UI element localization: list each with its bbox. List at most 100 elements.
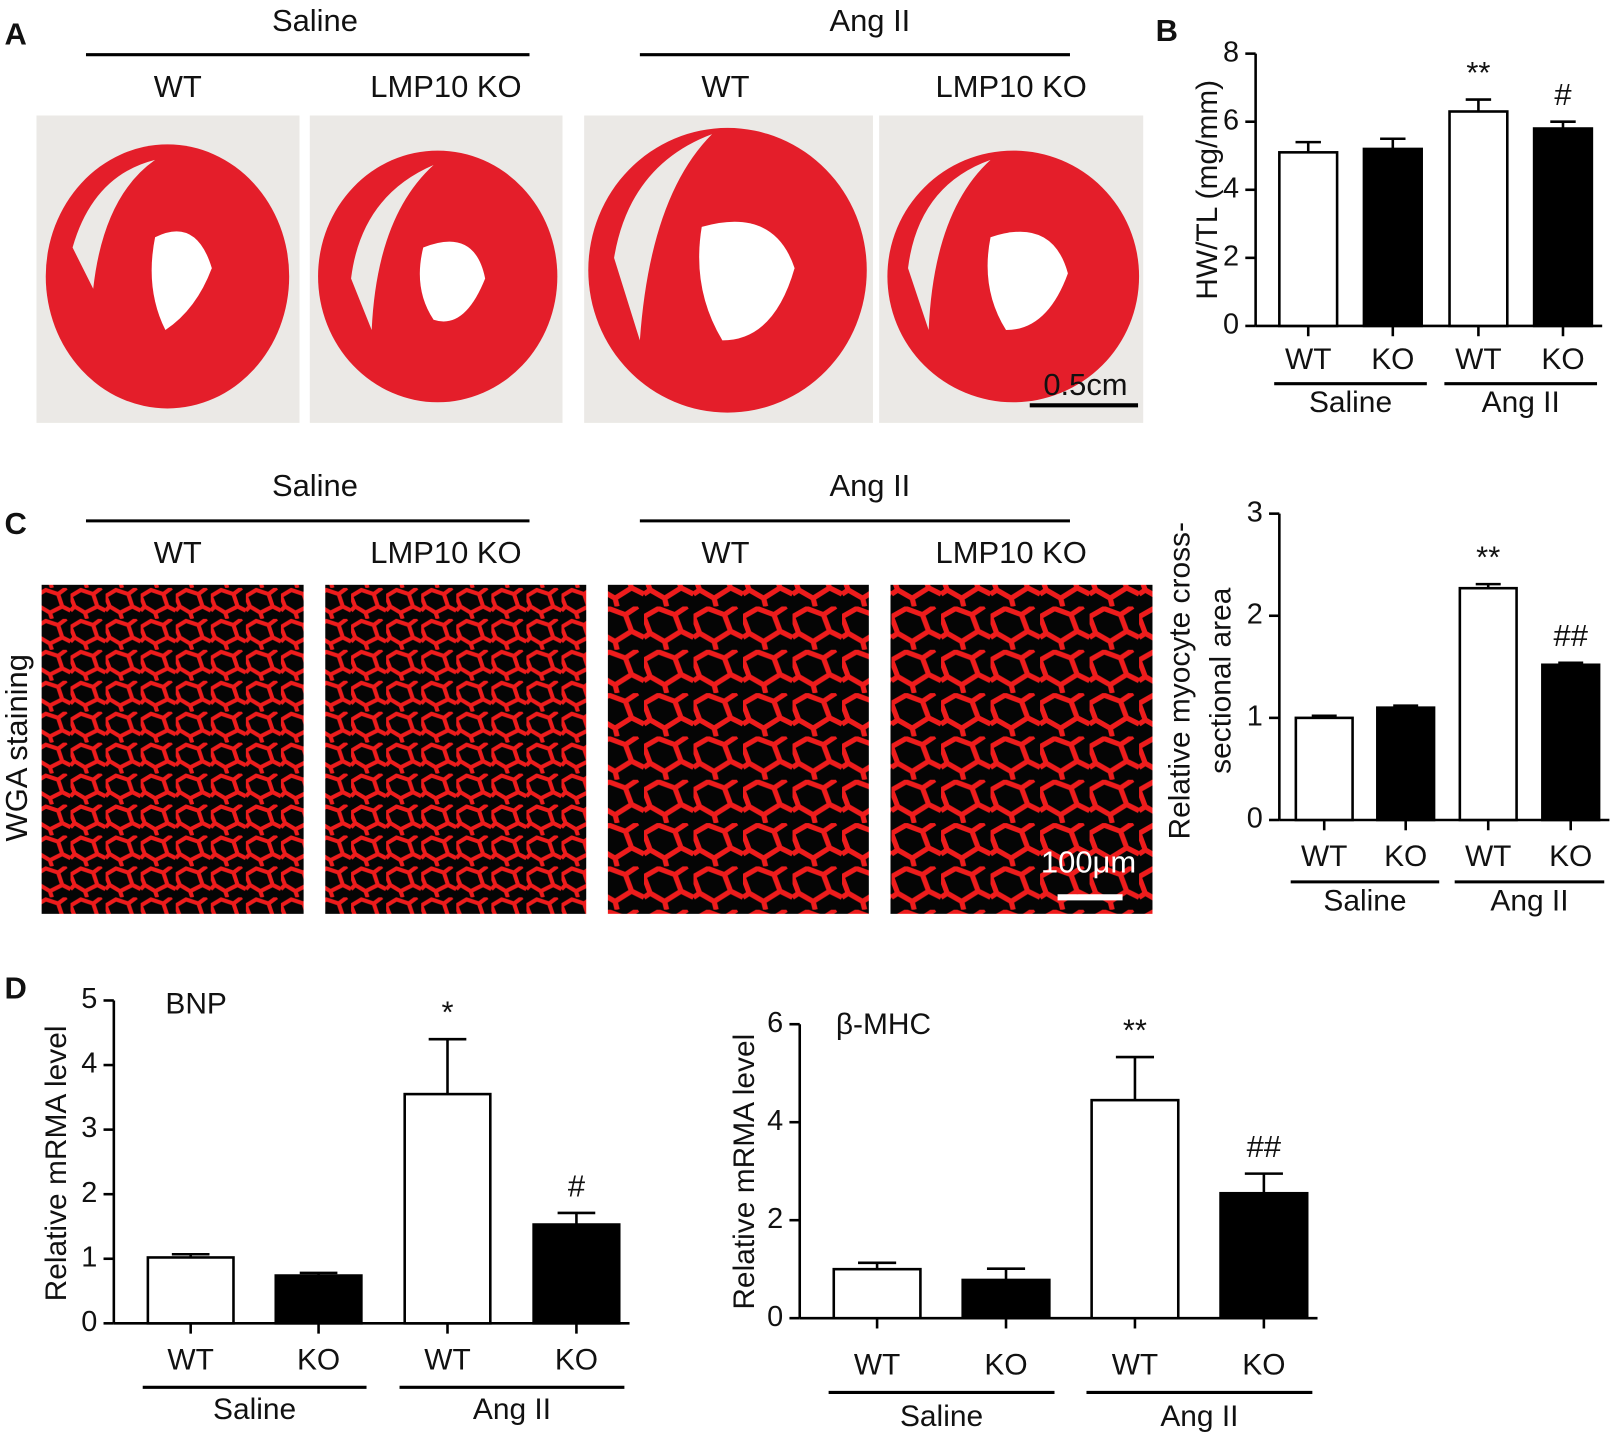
x-tick-label: WT <box>1455 343 1502 376</box>
significance-label: # <box>568 1168 586 1203</box>
x-tick-label: KO <box>1242 1349 1285 1382</box>
x-tick-label: WT <box>1465 840 1512 873</box>
bar <box>1541 663 1601 822</box>
panel-label: B <box>1156 13 1178 48</box>
significance-label: ** <box>1123 1012 1147 1047</box>
column-header: WT <box>701 69 749 104</box>
x-tick-label: WT <box>424 1343 470 1376</box>
bar <box>1278 151 1339 328</box>
x-tick-label: KO <box>1371 343 1414 376</box>
group-label: Ang II <box>1482 386 1560 419</box>
heart-image <box>36 115 300 423</box>
y-tick-label: 1 <box>81 1241 97 1273</box>
y-tick-label: 8 <box>1223 36 1239 68</box>
bar <box>146 1256 235 1325</box>
side-label: WGA staining <box>0 654 34 841</box>
y-tick-label: 2 <box>767 1203 783 1235</box>
y-axis-label: Relative myocyte cross- <box>1163 522 1196 839</box>
column-header: LMP10 KO <box>370 69 521 104</box>
x-tick-label: KO <box>297 1343 340 1376</box>
column-header: WT <box>701 535 749 570</box>
y-tick-label: 2 <box>81 1177 97 1209</box>
column-header: WT <box>154 69 202 104</box>
bar <box>1376 706 1436 822</box>
y-axis-label: Relative mRMA level <box>40 1026 73 1302</box>
chart-title: BNP <box>165 988 227 1021</box>
group-label: Ang II <box>473 1393 551 1426</box>
x-tick-label: KO <box>1384 840 1427 873</box>
y-tick-label: 4 <box>1223 172 1239 204</box>
column-header: LMP10 KO <box>936 69 1087 104</box>
y-axis-label: sectional area <box>1205 587 1238 774</box>
y-tick-label: 0 <box>1247 803 1263 835</box>
y-tick-label: 5 <box>81 983 97 1015</box>
significance-label: * <box>441 995 453 1030</box>
y-tick-label: 1 <box>1247 700 1263 732</box>
group-label: Saline <box>1323 884 1406 917</box>
significance-label: # <box>1554 77 1572 112</box>
y-tick-label: 6 <box>1223 104 1239 136</box>
panel-label: D <box>5 970 27 1005</box>
y-tick-label: 3 <box>1247 496 1263 528</box>
bar <box>532 1223 621 1325</box>
wga-image <box>607 584 869 914</box>
wga-image <box>41 584 304 914</box>
significance-label: ## <box>1554 618 1589 653</box>
bar <box>832 1267 922 1320</box>
scale-bar-label: 0.5cm <box>1043 367 1127 402</box>
wga-image <box>325 584 587 914</box>
group-label: Saline <box>1309 386 1392 419</box>
y-tick-label: 0 <box>767 1301 783 1333</box>
heart-image <box>584 115 873 423</box>
x-tick-label: KO <box>1549 840 1592 873</box>
panel-label: C <box>5 506 27 541</box>
y-tick-label: 2 <box>1223 240 1239 272</box>
bar <box>961 1278 1051 1320</box>
y-axis-label: Relative mRMA level <box>728 1034 761 1310</box>
column-header: WT <box>154 535 202 570</box>
scale-bar-label: 100μm <box>1041 845 1136 880</box>
group-header: Ang II <box>829 3 910 38</box>
x-tick-label: WT <box>1112 1349 1159 1382</box>
y-tick-label: 0 <box>1223 309 1239 341</box>
y-tick-label: 3 <box>81 1112 97 1144</box>
group-header: Saline <box>272 3 358 38</box>
panel-label: A <box>5 16 27 51</box>
bar <box>403 1092 492 1325</box>
bar <box>1294 716 1354 822</box>
bar <box>1219 1191 1309 1320</box>
y-axis-label: HW/TL (mg/mm) <box>1191 80 1224 300</box>
column-header: LMP10 KO <box>370 535 521 570</box>
y-tick-label: 4 <box>81 1048 97 1080</box>
bar <box>1532 127 1594 328</box>
x-tick-label: WT <box>167 1343 214 1376</box>
bar <box>1448 110 1509 328</box>
bar <box>1362 147 1423 328</box>
bar <box>1090 1098 1180 1320</box>
wga-image <box>890 584 1153 914</box>
group-label: Ang II <box>1490 884 1568 917</box>
column-header: LMP10 KO <box>936 535 1087 570</box>
y-tick-label: 0 <box>81 1306 97 1338</box>
x-tick-label: KO <box>984 1349 1027 1382</box>
y-tick-label: 6 <box>767 1007 783 1039</box>
y-tick-label: 2 <box>1247 598 1263 630</box>
heart-image <box>879 115 1144 423</box>
significance-label: ** <box>1476 540 1500 575</box>
chart-title: β-MHC <box>836 1008 931 1041</box>
group-header: Ang II <box>829 468 910 503</box>
significance-label: ** <box>1466 55 1490 90</box>
group-label: Ang II <box>1160 1400 1238 1433</box>
x-tick-label: WT <box>1285 343 1332 376</box>
bar <box>1458 586 1518 822</box>
x-tick-label: KO <box>1541 343 1584 376</box>
y-tick-label: 4 <box>767 1105 783 1137</box>
x-tick-label: WT <box>854 1349 901 1382</box>
x-tick-label: WT <box>1301 840 1348 873</box>
group-label: Saline <box>900 1400 983 1433</box>
heart-image <box>309 115 563 423</box>
bar <box>274 1274 363 1325</box>
group-header: Saline <box>272 468 358 503</box>
